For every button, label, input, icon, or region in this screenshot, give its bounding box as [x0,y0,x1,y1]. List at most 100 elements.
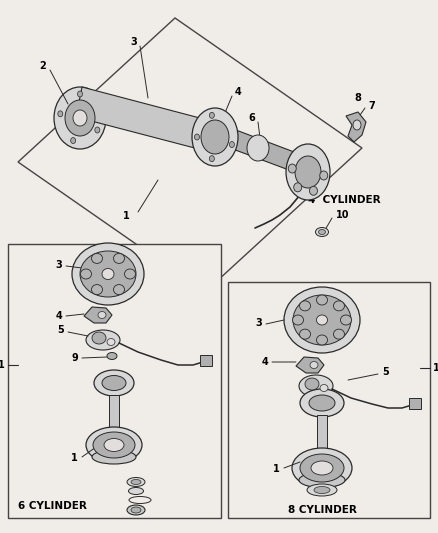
Bar [200,355,212,366]
Ellipse shape [288,164,296,173]
Ellipse shape [86,330,120,350]
Text: 10: 10 [336,210,350,220]
Text: 1: 1 [71,453,78,463]
Text: 1: 1 [0,360,5,370]
Ellipse shape [353,120,361,130]
Ellipse shape [128,488,144,495]
Ellipse shape [72,243,144,305]
Ellipse shape [320,171,328,180]
Ellipse shape [315,228,328,237]
Ellipse shape [92,332,106,344]
Ellipse shape [230,142,234,148]
Text: 8: 8 [354,93,361,103]
Text: 3: 3 [255,318,262,328]
Ellipse shape [92,285,102,295]
Ellipse shape [295,156,321,188]
Ellipse shape [104,439,124,451]
Ellipse shape [311,461,333,475]
Text: 1: 1 [123,211,130,221]
Text: 4  CYLINDER: 4 CYLINDER [308,195,381,205]
Ellipse shape [333,329,344,339]
Polygon shape [296,357,324,373]
Polygon shape [76,87,215,152]
Text: 4: 4 [55,311,62,321]
Ellipse shape [310,361,318,368]
Ellipse shape [317,315,328,325]
Ellipse shape [320,384,328,392]
Ellipse shape [94,370,134,396]
Ellipse shape [192,108,238,166]
Ellipse shape [314,487,330,494]
Ellipse shape [300,454,344,482]
Polygon shape [222,127,310,176]
Text: 1: 1 [273,464,280,474]
Ellipse shape [54,87,106,149]
Ellipse shape [310,187,318,195]
Ellipse shape [65,100,95,136]
Ellipse shape [318,230,325,235]
Text: 3: 3 [55,260,62,270]
Text: 4: 4 [261,357,268,367]
Ellipse shape [92,450,136,464]
Ellipse shape [293,295,351,345]
Text: 4: 4 [235,87,242,97]
Ellipse shape [284,287,360,353]
Ellipse shape [299,375,333,397]
Polygon shape [317,415,327,460]
Polygon shape [18,18,362,292]
Ellipse shape [81,269,92,279]
Ellipse shape [247,135,269,161]
Ellipse shape [300,329,311,339]
Text: 2: 2 [39,61,46,71]
Ellipse shape [102,376,126,391]
Ellipse shape [340,315,352,325]
Ellipse shape [293,315,304,325]
Polygon shape [109,395,119,437]
Ellipse shape [58,111,63,117]
Ellipse shape [80,251,136,297]
Ellipse shape [131,480,141,484]
Ellipse shape [95,127,100,133]
Text: 6 CYLINDER: 6 CYLINDER [18,501,87,511]
Ellipse shape [201,120,229,154]
Ellipse shape [333,301,344,311]
Ellipse shape [307,484,337,496]
Text: 5: 5 [382,367,389,377]
Polygon shape [84,307,112,323]
Ellipse shape [124,269,135,279]
Text: 9: 9 [71,353,78,363]
Ellipse shape [73,110,87,126]
Ellipse shape [299,472,345,488]
Ellipse shape [286,144,330,200]
Text: 3: 3 [130,37,137,47]
Ellipse shape [98,311,106,319]
Ellipse shape [209,112,214,118]
Ellipse shape [107,352,117,359]
Ellipse shape [102,269,114,279]
Ellipse shape [292,448,352,488]
Ellipse shape [309,395,335,411]
Ellipse shape [305,378,319,390]
Bar [228,282,430,518]
Ellipse shape [107,338,115,345]
Ellipse shape [78,91,82,97]
Ellipse shape [194,134,199,140]
Ellipse shape [71,138,76,143]
Ellipse shape [127,505,145,515]
Polygon shape [346,112,366,142]
Ellipse shape [209,156,214,161]
Ellipse shape [300,301,311,311]
Ellipse shape [317,295,328,305]
Bar [409,398,421,409]
Ellipse shape [300,389,344,417]
Ellipse shape [317,335,328,345]
Text: 7: 7 [368,101,375,111]
Text: 5: 5 [57,325,64,335]
Ellipse shape [294,183,302,192]
Bar [8,244,221,518]
Ellipse shape [113,285,124,295]
Text: 8 CYLINDER: 8 CYLINDER [288,505,357,515]
Ellipse shape [113,253,124,263]
Ellipse shape [86,427,142,463]
Ellipse shape [93,432,135,458]
